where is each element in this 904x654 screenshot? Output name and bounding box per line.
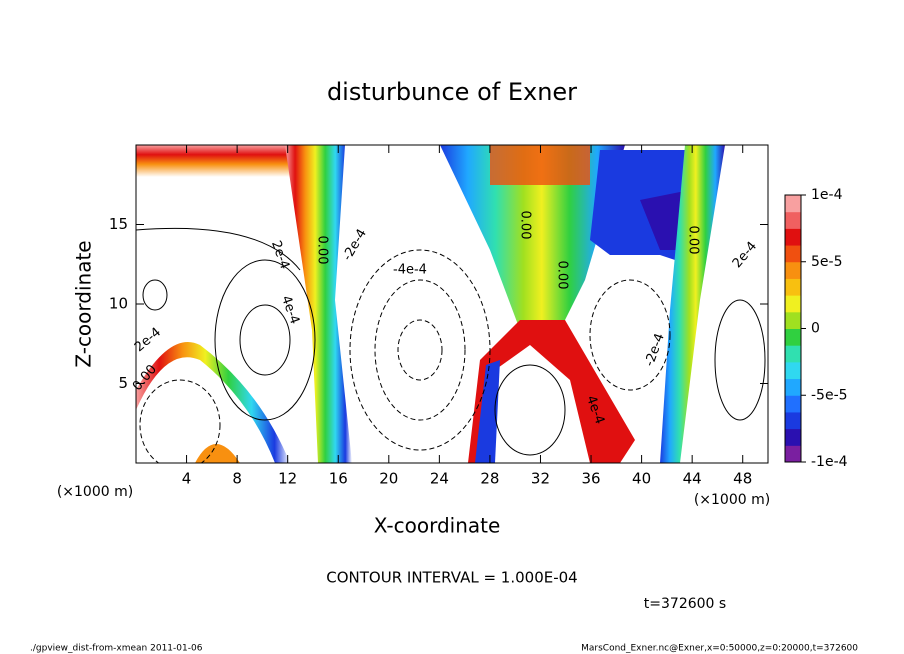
x-tick-label: 4	[182, 470, 192, 488]
contour-label: 0.00	[555, 261, 570, 290]
colorbar-band	[785, 278, 801, 296]
field-patch	[468, 320, 635, 463]
contour-label: 2e-4	[268, 239, 292, 272]
x-unit-label: (×1000 m)	[694, 492, 770, 508]
colorbar-tick-label: 5e-5	[811, 254, 842, 270]
contour-line	[374, 279, 466, 421]
colorbar-band	[785, 361, 801, 380]
y-tick-label: 5	[118, 374, 128, 392]
colorbar-band	[785, 445, 801, 463]
contour-label: 0.00	[315, 236, 330, 265]
contour-line	[139, 379, 221, 463]
x-tick-label: 36	[581, 470, 600, 488]
y-tick-label: 10	[109, 295, 128, 313]
x-tick-label: 16	[329, 470, 348, 488]
contour-label: 4e-4	[278, 294, 302, 327]
contour-label: -4e-4	[393, 263, 427, 278]
contour-line	[397, 319, 443, 381]
colorbar-band	[785, 195, 801, 213]
colorbar-band	[785, 328, 801, 346]
colorbar-band	[785, 211, 801, 229]
footer-right: MarsCond_Exner.nc@Exner,x=0:50000,z=0:20…	[581, 644, 858, 654]
y-tick-label: 15	[109, 215, 128, 233]
time-label: t=372600 s	[644, 596, 726, 612]
contour-line	[136, 227, 301, 271]
contour-line	[589, 279, 671, 391]
colorbar-band	[785, 395, 801, 413]
contour-line	[714, 299, 766, 421]
x-axis-label: X-coordinate	[374, 514, 501, 538]
colorbar-tick-label: 0	[811, 321, 820, 337]
colorbar-band	[785, 428, 801, 446]
field-patch	[136, 342, 290, 463]
contour-label: 2e-4	[730, 239, 760, 271]
contour-line	[349, 249, 491, 451]
footer-left: ./gpview_dist-from-xmean 2011-01-06	[30, 644, 203, 654]
contour-field	[136, 145, 766, 463]
contour-line	[142, 279, 168, 311]
x-tick-label: 32	[531, 470, 550, 488]
x-tick-label: 20	[379, 470, 398, 488]
colorbar-band	[785, 311, 801, 329]
colorbar-tick-label: -5e-5	[811, 387, 848, 403]
colorbar-band	[785, 228, 801, 246]
colorbar-band	[785, 345, 801, 363]
contour-line	[214, 259, 316, 421]
contour-line	[239, 304, 291, 376]
x-tick-label: 12	[278, 470, 297, 488]
colorbar-band	[785, 378, 801, 396]
colorbar-band	[785, 261, 801, 279]
field-patch	[475, 360, 500, 463]
contour-label: -2e-4	[340, 227, 370, 264]
contour-label: 0.00	[518, 211, 533, 240]
x-tick-label: 24	[430, 470, 449, 488]
colorbar-band	[785, 295, 801, 313]
contour-interval: CONTOUR INTERVAL = 1.000E-04	[326, 569, 577, 587]
x-tick-label: 44	[683, 470, 702, 488]
field-patch	[440, 145, 625, 330]
contour-label: 2e-4	[132, 325, 164, 355]
colorbar-band	[785, 245, 801, 263]
y-axis-label: Z-coordinate	[72, 240, 96, 367]
x-unit-label: (×1000 m)	[57, 484, 133, 500]
field-patch	[660, 145, 725, 463]
colorbar-tick-label: -1e-4	[811, 454, 848, 470]
colorbar-band	[785, 411, 801, 430]
x-tick-label: 40	[632, 470, 651, 488]
field-patch	[195, 444, 240, 463]
x-tick-label: 28	[480, 470, 499, 488]
contour-line	[494, 364, 566, 456]
chart-title: disturbunce of Exner	[327, 78, 577, 106]
x-tick-label: 8	[232, 470, 242, 488]
field-patch	[285, 145, 352, 463]
colorbar-tick-label: 1e-4	[811, 187, 843, 203]
x-tick-label: 48	[733, 470, 752, 488]
contour-label: 0.00	[686, 226, 701, 255]
